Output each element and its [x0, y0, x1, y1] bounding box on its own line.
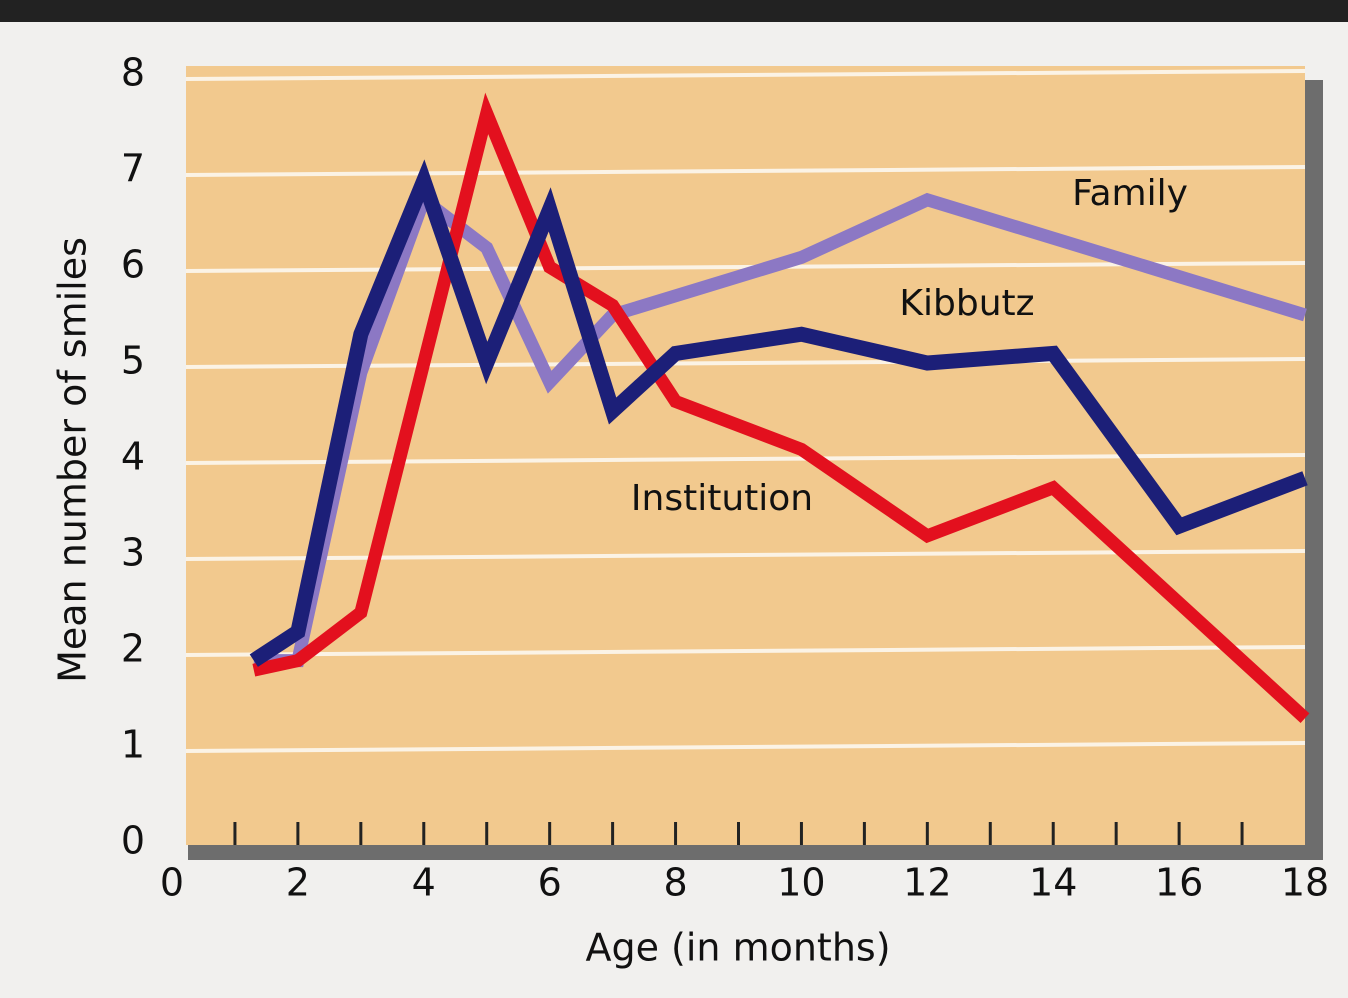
x-tick-label: 12: [903, 861, 951, 905]
series-line: [252, 92, 1310, 723]
plot-shadow-bottom: [188, 845, 1323, 860]
x-tick-label: 14: [1029, 861, 1077, 905]
y-tick-label: 3: [121, 531, 145, 575]
series-label: Kibbutz: [899, 283, 1034, 324]
grid-line: [185, 357, 1306, 369]
lines: [249, 92, 1310, 723]
y-tick-label: 7: [121, 147, 145, 191]
x-tick-label: 4: [412, 861, 436, 905]
series-line: [249, 159, 1308, 667]
grid-line: [185, 165, 1306, 177]
grid-line: [185, 741, 1306, 753]
y-tick-label: 1: [121, 723, 145, 767]
x-tick-label: 10: [777, 861, 825, 905]
x-tick-label: 16: [1155, 861, 1203, 905]
grid: [185, 69, 1306, 845]
x-tick-label: 18: [1281, 861, 1329, 905]
y-tick-label: 8: [121, 51, 145, 95]
x-tick-label: 6: [538, 861, 562, 905]
y-tick-label: 2: [121, 627, 145, 671]
x-tick-label: 2: [286, 861, 310, 905]
series-label: Institution: [631, 478, 813, 519]
y-tick-label: 4: [121, 435, 145, 479]
y-tick-label: 5: [121, 339, 145, 383]
series-label: Family: [1072, 173, 1188, 214]
y-axis-label: Mean number of smiles: [51, 237, 95, 683]
x-axis-label: Age (in months): [585, 926, 890, 970]
top-band: [0, 0, 1348, 22]
y-tick-label: 0: [121, 819, 145, 863]
x-tick-label: 8: [663, 861, 687, 905]
y-tick-label: 6: [121, 243, 145, 287]
grid-line: [185, 453, 1306, 465]
grid-line: [185, 645, 1306, 657]
x-tick-label: 0: [160, 861, 184, 905]
plot-shadow-right: [1305, 80, 1323, 860]
grid-line: [185, 69, 1306, 81]
